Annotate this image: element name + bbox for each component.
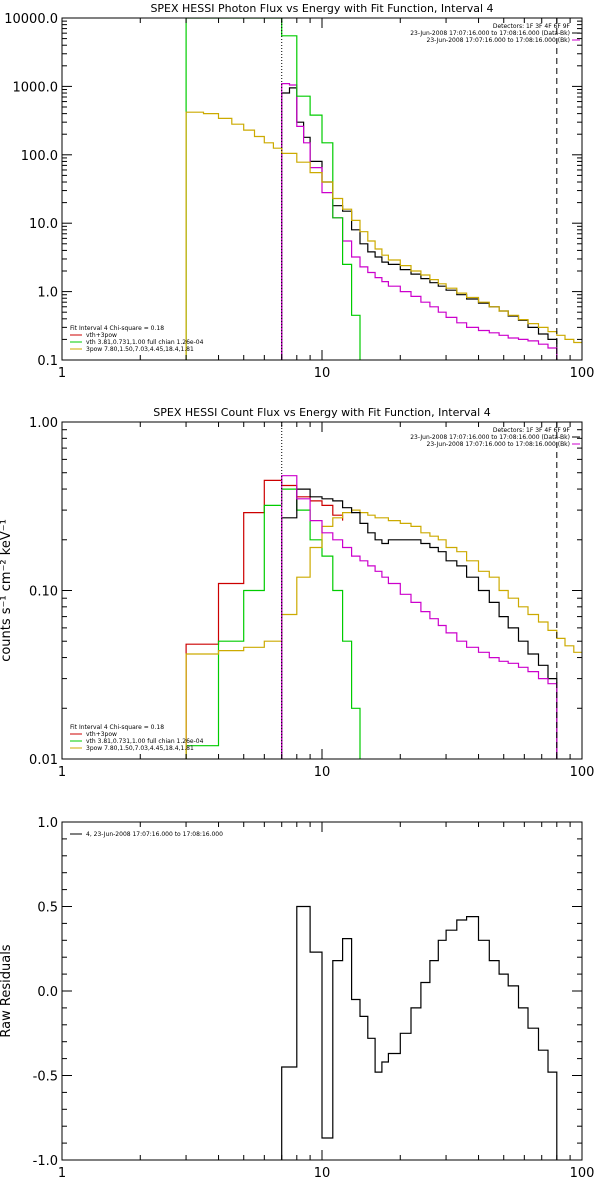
- info-line: Detectors: 1F 3F 4F 6F 9F: [493, 427, 571, 434]
- x-tick-label: 1: [58, 1166, 66, 1181]
- series-line-3pow: [185, 111, 582, 360]
- x-tick-label: 10: [314, 1166, 331, 1181]
- series-group: [281, 905, 558, 1160]
- fit-text: Fit Interval 4 Chi-square = 0.18: [70, 325, 164, 332]
- series-line-data: [281, 488, 558, 759]
- series-line-vth+3pow: [185, 479, 344, 759]
- y-tick-label: 1.0: [37, 816, 58, 831]
- series-line-data: [281, 87, 558, 360]
- info-line: 23-Jun-2008 17:07:16.000 to 17:08:16.000…: [427, 441, 570, 448]
- chart-title: SPEX HESSI Photon Flux vs Energy with Fi…: [150, 2, 493, 15]
- info-line: 23-Jun-2008 17:07:16.000 to 17:08:16.000…: [427, 37, 570, 44]
- legend-label: 3pow 7.80,1.50,7.03,4.45,18.4,1.81: [86, 745, 194, 752]
- info-line: Detectors: 1F 3F 4F 6F 9F: [493, 23, 571, 30]
- y-axis-label: counts s⁻¹ cm⁻² keV⁻¹: [0, 519, 14, 662]
- y-tick-label: 10.0: [29, 217, 58, 232]
- series-line-residuals: [281, 905, 558, 1160]
- legend-label: vth 3.81,0.731,1.00 full chian 1.26e-04: [86, 738, 204, 745]
- y-tick-label: 1.00: [29, 416, 58, 431]
- y-axis-label: Raw Residuals: [0, 944, 14, 1037]
- y-tick-label: 0.1: [37, 354, 58, 369]
- y-tick-label: 0.01: [29, 753, 58, 768]
- series-line-3pow: [185, 509, 582, 759]
- y-tick-label: 0.5: [37, 901, 58, 916]
- y-tick-label: 100.0: [21, 149, 58, 164]
- y-tick-label: 0.10: [29, 585, 58, 600]
- legend-label: 3pow 7.80,1.50,7.03,4.45,18.4,1.81: [86, 346, 194, 353]
- series-line-background: [281, 83, 558, 360]
- series-line-background: [281, 475, 558, 759]
- x-tick-label: 10: [314, 366, 331, 381]
- y-tick-label: 1.0: [37, 286, 58, 301]
- series-line-vth: [185, 18, 361, 360]
- y-tick-label: 0.0: [37, 985, 58, 1000]
- series-line-vth: [185, 488, 361, 759]
- x-tick-label: 1: [58, 765, 66, 780]
- legend-label: 4, 23-Jun-2008 17:07:16.000 to 17:08:16.…: [86, 831, 223, 838]
- x-tick-label: 1: [58, 366, 66, 381]
- chart-title: SPEX HESSI Count Flux vs Energy with Fit…: [153, 406, 490, 419]
- series-group: [185, 18, 582, 360]
- y-tick-label: 1000.0: [13, 80, 59, 95]
- x-tick-label: 100: [570, 366, 595, 381]
- x-tick-label: 100: [570, 765, 595, 780]
- legend-label: vth 3.81,0.731,1.00 full chian 1.26e-04: [86, 339, 204, 346]
- x-tick-label: 100: [570, 1166, 595, 1181]
- info-line: 23-Jun-2008 17:07:16.000 to 17:08:16.000…: [410, 30, 570, 37]
- y-tick-label: -0.5: [33, 1070, 58, 1085]
- y-tick-label: -1.0: [33, 1154, 58, 1169]
- chart-panel-2: SPEX HESSI Count Flux vs Energy with Fit…: [0, 406, 594, 780]
- series-group: [185, 475, 582, 759]
- y-tick-label: 10000.0: [4, 12, 58, 27]
- fit-text: Fit Interval 4 Chi-square = 0.18: [70, 724, 164, 731]
- chart-panel-1: SPEX HESSI Photon Flux vs Energy with Fi…: [4, 2, 594, 381]
- info-line: 23-Jun-2008 17:07:16.000 to 17:08:16.000…: [410, 434, 570, 441]
- chart-panel-3: 1 10 100 -1.0 -0.5 0.0 0.5 1.0 Raw Residuals 4, 2…: [0, 816, 594, 1181]
- legend-label: vth+3pow: [86, 731, 117, 738]
- x-tick-label: 10: [314, 765, 331, 780]
- legend-label: vth+3pow: [86, 332, 117, 339]
